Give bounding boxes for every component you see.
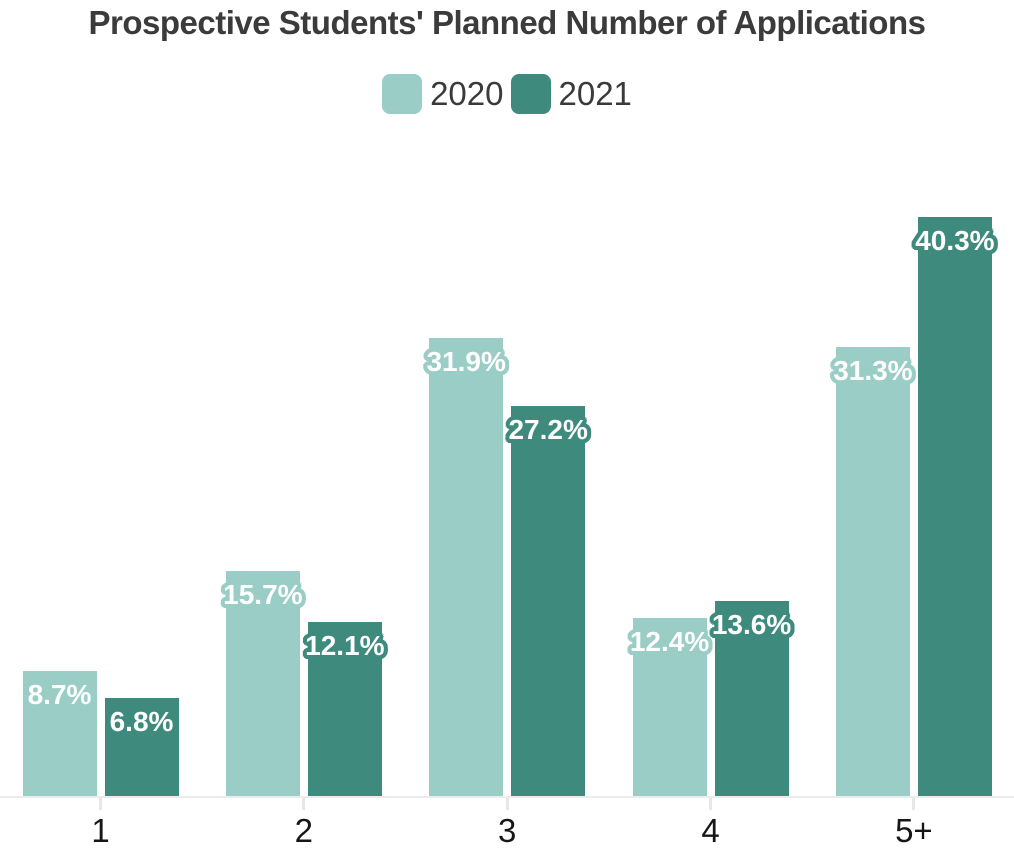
bar-2020-cat-2 — [225, 571, 300, 796]
bar-value-label-2021-cat-5+: 40.3% — [915, 225, 995, 256]
bar-2021-cat-1 — [104, 698, 179, 796]
bar-value-label-2021-cat-1: 6.8% — [109, 706, 174, 737]
x-tick-label-2: 2 — [294, 812, 314, 849]
bar-value-label-2020-cat-1: 8.7% — [27, 679, 92, 710]
bar-value-label-2020-cat-5+: 31.3% — [833, 355, 913, 386]
legend-label-2020: 2020 — [430, 75, 504, 112]
bar-2021-cat-4 — [714, 601, 789, 796]
bar-value-label-2020-cat-3: 31.9% — [426, 346, 506, 377]
bar-value-label-2021-cat-3: 27.2% — [508, 414, 588, 445]
bar-2020-cat-5+ — [835, 347, 910, 796]
x-tick-label-1: 1 — [91, 812, 110, 849]
bar-2020-cat-3 — [429, 338, 504, 796]
x-axis-line — [0, 796, 1014, 798]
x-tick-label-5+: 5+ — [895, 812, 933, 849]
x-tick-label-3: 3 — [498, 812, 517, 849]
bar-value-label-2020-cat-2: 15.7% — [223, 579, 303, 610]
bar-value-label-2021-cat-2: 12.1% — [305, 630, 385, 661]
chart-title: Prospective Students' Planned Number of … — [88, 4, 926, 41]
bar-2020-cat-1 — [22, 671, 97, 796]
x-tick-1 — [99, 798, 102, 810]
legend-swatch-2021 — [510, 74, 551, 114]
x-tick-label-4: 4 — [701, 812, 720, 849]
legend-item-2021: 2021 — [510, 74, 632, 114]
x-tick-4 — [709, 798, 713, 810]
bar-2021-cat-2 — [307, 622, 382, 796]
x-tick-2 — [302, 798, 306, 810]
bar-2021-cat-5+ — [917, 217, 992, 796]
x-tick-5+ — [912, 798, 916, 810]
x-tick-3 — [505, 798, 509, 810]
bar-2021-cat-3 — [511, 406, 586, 796]
legend-label-2021: 2021 — [558, 75, 632, 112]
bar-2020-cat-4 — [632, 618, 707, 796]
legend-item-2020: 2020 — [382, 74, 504, 114]
bar-value-label-2021-cat-4: 13.6% — [711, 609, 792, 640]
legend: 2020 2021 — [0, 74, 1014, 114]
legend-swatch-2020 — [382, 74, 423, 114]
bar-value-label-2020-cat-4: 12.4% — [629, 626, 710, 657]
